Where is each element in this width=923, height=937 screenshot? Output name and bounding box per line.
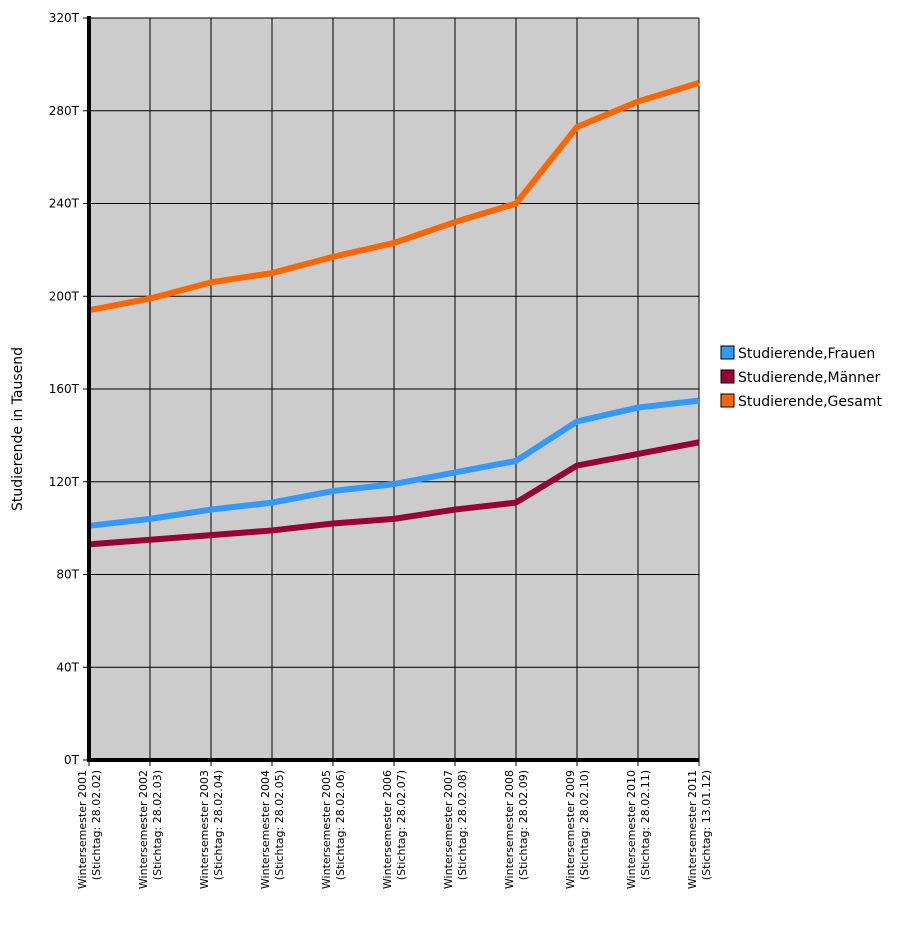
x-tick-label-line: Wintersemester 2007 — [442, 770, 455, 889]
legend-label: Studierende,Männer — [738, 370, 881, 386]
y-tick-label: 160T — [49, 382, 80, 396]
x-tick-label-line: (Stichtag: 28.02.06) — [334, 770, 347, 880]
y-tick-label: 120T — [49, 475, 80, 489]
x-tick-label: Wintersemester 2001 (Stichtag: 28.02.02) — [76, 770, 103, 889]
x-tick-label-line: Wintersemester 2002 — [137, 770, 150, 889]
legend-label: Studierende,Gesamt — [738, 394, 882, 410]
x-tick-label: Wintersemester 2010 (Stichtag: 28.02.11) — [625, 770, 652, 889]
x-tick-label: Wintersemester 2008 (Stichtag: 28.02.09) — [503, 770, 530, 889]
x-tick-label-line: (Stichtag: 13.01.12) — [700, 770, 713, 880]
y-tick-label: 0T — [64, 753, 80, 767]
x-tick-label-line: Wintersemester 2004 — [259, 770, 272, 889]
x-tick-label-line: Wintersemester 2005 — [320, 770, 333, 889]
legend: Studierende,Frauen Studierende,Männer Stud… — [720, 345, 882, 410]
legend-swatch — [720, 393, 735, 408]
series-line — [88, 397, 700, 529]
series-line — [88, 80, 700, 314]
x-tick-label-line: Wintersemester 2011 — [686, 770, 699, 889]
x-tick-label-line: (Stichtag: 28.02.05) — [273, 770, 286, 880]
y-axis-ticks: 0T 40T 80T 120T 160T 200T 240T 280T 320T — [49, 11, 89, 767]
x-tick-label: Wintersemester 2006 (Stichtag: 28.02.07) — [381, 770, 408, 889]
series-line — [88, 439, 700, 548]
y-tick-label: 40T — [56, 660, 79, 674]
y-tick-label: 80T — [56, 568, 79, 582]
x-tick-label: Wintersemester 2002 (Stichtag: 28.02.03) — [137, 770, 164, 889]
x-tick-label: Wintersemester 2003 (Stichtag: 28.02.04) — [198, 770, 225, 889]
x-tick-label-line: Wintersemester 2003 — [198, 770, 211, 889]
x-tick-label-line: (Stichtag: 28.02.02) — [90, 770, 103, 880]
y-tick-label: 280T — [49, 104, 80, 118]
x-tick-label: Wintersemester 2009 (Stichtag: 28.02.10) — [564, 770, 591, 889]
y-tick-label: 320T — [49, 11, 80, 25]
x-tick-label-line: Wintersemester 2001 — [76, 770, 89, 889]
y-axis-label: Studierende in Tausend — [10, 347, 26, 511]
y-tick-label: 240T — [49, 197, 80, 211]
x-tick-label-line: (Stichtag: 28.02.10) — [578, 770, 591, 880]
x-tick-label-line: Wintersemester 2008 — [503, 770, 516, 889]
x-tick-label-line: (Stichtag: 28.02.04) — [212, 770, 225, 880]
legend-swatch — [720, 369, 735, 384]
x-tick-label-line: (Stichtag: 28.02.08) — [456, 770, 469, 880]
x-tick-label: Wintersemester 2004 (Stichtag: 28.02.05) — [259, 770, 286, 889]
legend-label: Studierende,Frauen — [738, 346, 875, 362]
x-tick-label: Wintersemester 2005 (Stichtag: 28.02.06) — [320, 770, 347, 889]
x-axis-ticks: Wintersemester 2001 (Stichtag: 28.02.02) W… — [76, 760, 713, 889]
series-lines — [88, 80, 700, 548]
y-tick-label: 200T — [49, 289, 80, 303]
x-tick-label: Wintersemester 2011 (Stichtag: 13.01.12) — [686, 770, 713, 889]
x-tick-label-line: Wintersemester 2006 — [381, 770, 394, 889]
x-tick-label-line: (Stichtag: 28.02.09) — [517, 770, 530, 880]
x-tick-label: Wintersemester 2007 (Stichtag: 28.02.08) — [442, 770, 469, 889]
x-tick-label-line: Wintersemester 2009 — [564, 770, 577, 889]
legend-swatch — [720, 345, 735, 360]
x-tick-label-line: (Stichtag: 28.02.07) — [395, 770, 408, 880]
x-tick-label-line: (Stichtag: 28.02.03) — [151, 770, 164, 880]
x-tick-label-line: Wintersemester 2010 — [625, 770, 638, 889]
x-tick-label-line: (Stichtag: 28.02.11) — [639, 770, 652, 880]
